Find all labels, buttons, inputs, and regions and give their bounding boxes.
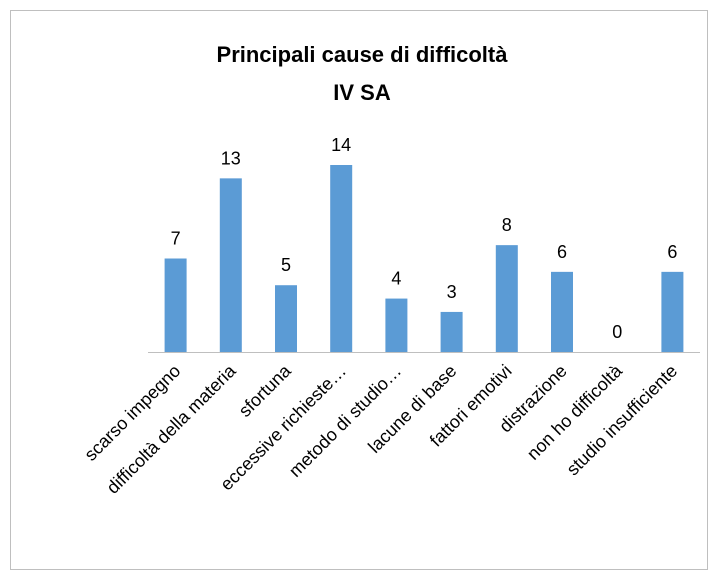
chart-title: Principali cause di difficoltà <box>217 42 509 67</box>
bar <box>219 178 242 352</box>
data-label: 6 <box>557 242 567 262</box>
data-label: 3 <box>447 282 457 302</box>
bar <box>385 298 408 352</box>
bar <box>495 245 518 352</box>
data-label: 5 <box>281 255 291 275</box>
data-label: 6 <box>667 242 677 262</box>
bar <box>330 165 353 352</box>
bar <box>275 285 297 352</box>
data-label: 4 <box>391 269 401 289</box>
bar <box>661 271 684 352</box>
data-label: 13 <box>221 148 241 168</box>
chart-subtitle: IV SA <box>333 80 391 105</box>
data-label: 14 <box>331 135 351 155</box>
bar <box>164 258 187 352</box>
bar <box>440 311 463 352</box>
data-label: 0 <box>612 322 622 342</box>
bar <box>551 271 573 352</box>
data-label: 8 <box>502 215 512 235</box>
data-label: 7 <box>171 229 181 249</box>
chart-frame <box>10 10 708 570</box>
